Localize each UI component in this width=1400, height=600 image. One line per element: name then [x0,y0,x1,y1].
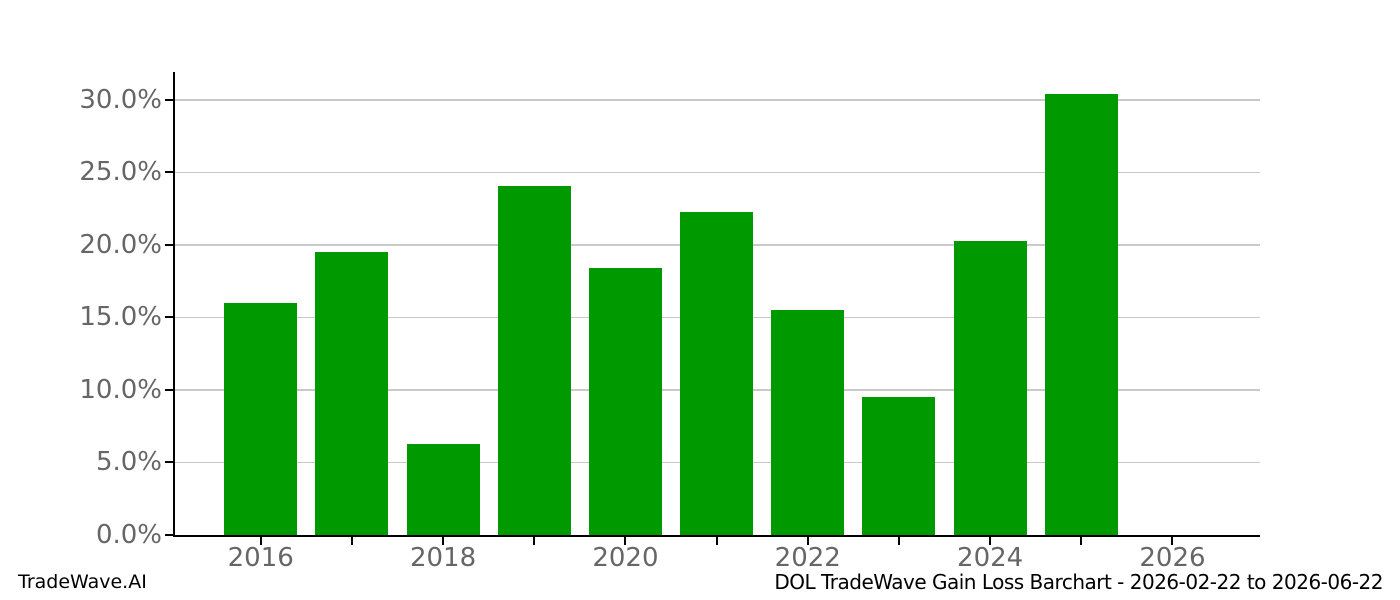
x-tick-label-2016: 2016 [227,543,294,573]
y-tick-30.0% [165,98,173,101]
y-tick-label-10.0%: 10.0% [79,374,162,405]
bar-2025 [1044,94,1118,535]
y-tick-label-30.0%: 30.0% [79,84,162,115]
x-tick-2018 [442,537,445,545]
y-tick-25.0% [165,171,173,174]
bar-2017 [315,252,389,535]
bar-2018 [406,443,480,535]
x-tick-label-2018: 2018 [409,543,477,573]
gridline-30.0% [175,99,1260,101]
x-tick-2024 [989,537,992,545]
x-tick-label-2020: 2020 [592,543,659,573]
bar-2022 [771,310,845,535]
x-tick-2019 [533,537,536,545]
y-tick-label-25.0%: 25.0% [79,157,162,188]
brand-watermark: TradeWave.AI [18,571,147,593]
x-tick-2021 [715,537,718,545]
x-tick-label-2024: 2024 [957,543,1024,573]
x-axis-spine [173,535,1260,537]
y-tick-15.0% [165,316,173,319]
x-tick-2017 [350,537,353,545]
x-tick-2020 [624,537,627,545]
x-tick-2022 [806,537,809,545]
x-tick-label-2022: 2022 [774,543,841,573]
y-tick-label-5.0%: 5.0% [95,447,162,478]
y-tick-20.0% [165,243,173,246]
x-tick-2016 [259,537,262,545]
y-tick-label-0.0%: 0.0% [95,520,162,550]
y-axis-spine [173,72,175,537]
bar-2021 [680,211,754,535]
gridline-25.0% [175,171,1260,174]
bar-2020 [588,268,662,535]
bar-2019 [497,185,571,535]
y-tick-label-15.0%: 15.0% [79,302,162,333]
y-tick-5.0% [165,461,173,464]
x-tick-2023 [897,537,900,545]
chart-title: DOL TradeWave Gain Loss Barchart - 2026-… [774,570,1383,594]
y-tick-10.0% [165,388,173,391]
y-tick-label-20.0%: 20.0% [79,229,162,260]
x-tick-2026 [1171,537,1174,545]
bar-2024 [953,240,1027,535]
y-tick-0.0% [165,534,173,536]
bar-2016 [224,303,298,535]
plot-area: 0.0% 5.0% 10.0% 15.0% 20.0% 25.0% 30.0% 2016 201… [79,72,1260,573]
bar-2023 [862,397,936,535]
x-tick-2025 [1080,537,1083,545]
x-tick-label-2026: 2026 [1139,543,1206,573]
